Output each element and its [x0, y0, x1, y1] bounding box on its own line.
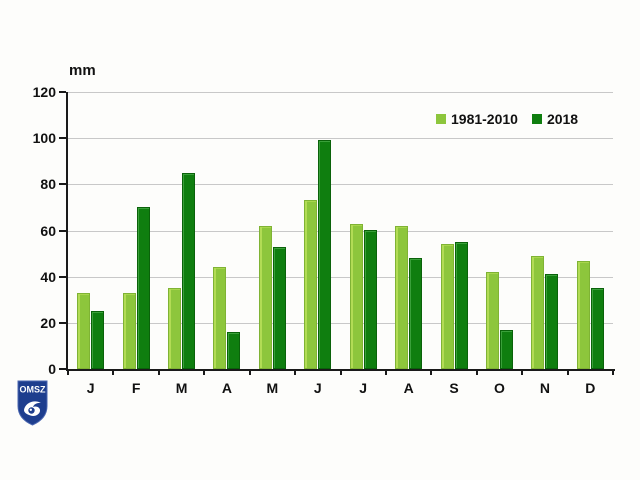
bar-1981-2010-7 — [349, 224, 363, 369]
bar-1981-2010-3 — [168, 288, 182, 369]
gridline — [68, 230, 613, 232]
x-axis-label-month: F — [131, 380, 141, 396]
bar-1981-2010-9 — [440, 244, 454, 369]
x-axis-line — [66, 369, 615, 371]
bar-2018-1 — [91, 311, 105, 369]
bar-2018-8 — [409, 258, 423, 369]
bar-1981-2010-1 — [77, 293, 91, 369]
y-axis-tick — [59, 368, 66, 370]
x-axis-tick — [385, 371, 387, 375]
bar-1981-2010-4 — [213, 267, 227, 369]
x-axis-tick — [430, 371, 432, 375]
bar-1981-2010-5 — [258, 226, 272, 369]
x-axis-label-month: A — [221, 380, 233, 396]
bar-1981-2010-6 — [304, 200, 318, 369]
x-axis-label-month: J — [313, 380, 322, 396]
y-axis-tick — [59, 91, 66, 93]
gridline — [68, 276, 613, 278]
bar-1981-2010-8 — [395, 226, 409, 369]
x-axis-label-month: O — [494, 380, 505, 396]
y-axis-label: 40 — [40, 268, 56, 285]
y-axis-label: 60 — [40, 222, 56, 239]
bar-2018-11 — [545, 274, 559, 369]
bar-2018-7 — [363, 230, 377, 369]
logo-text: OMSZ — [20, 385, 47, 395]
y-axis-label: 80 — [40, 176, 56, 193]
x-axis-tick — [612, 371, 614, 375]
legend-swatch-1981-2010 — [436, 114, 446, 124]
plot-area — [68, 92, 613, 369]
x-axis-label-month: A — [403, 380, 414, 396]
y-axis-tick — [59, 229, 66, 232]
x-axis-tick — [294, 371, 296, 375]
y-axis-tick — [59, 137, 66, 140]
bar-2018-6 — [318, 140, 332, 369]
bar-2018-10 — [499, 330, 513, 369]
legend-item-2018: 2018 — [531, 111, 579, 127]
y-axis-label: 20 — [40, 314, 56, 331]
legend-item-1981-2010: 1981-2010 — [436, 111, 518, 127]
legend-swatch-2018 — [531, 114, 542, 124]
x-axis-label-month: J — [359, 380, 368, 396]
bar-2018-5 — [272, 247, 286, 369]
x-axis-tick — [67, 371, 69, 375]
y-axis-label: 100 — [32, 130, 56, 147]
bar-1981-2010-2 — [122, 293, 136, 369]
y-axis-tick — [59, 183, 66, 186]
legend-label-1981-2010: 1981-2010 — [451, 111, 518, 127]
y-axis-line — [66, 92, 68, 371]
legend: 1981-2010 2018 — [436, 111, 578, 127]
gridline — [68, 184, 613, 186]
omsz-logo: OMSZ — [17, 380, 48, 426]
x-axis-tick — [158, 371, 160, 375]
x-axis-tick — [249, 371, 251, 375]
x-axis-tick — [112, 371, 114, 375]
logo-wave-swirl-core — [29, 408, 32, 411]
bar-2018-2 — [136, 207, 150, 369]
x-axis-tick — [203, 371, 205, 375]
bar-2018-4 — [227, 332, 241, 369]
bar-1981-2010-12 — [576, 261, 590, 369]
gridline — [68, 322, 613, 324]
legend-label-2018: 2018 — [546, 111, 579, 127]
y-axis-unit-label: mm — [69, 62, 96, 79]
x-axis-label-month: J — [86, 380, 95, 396]
x-axis-label-month: N — [539, 380, 550, 396]
x-axis-tick — [567, 371, 569, 375]
bar-2018-12 — [590, 288, 604, 369]
x-axis-label-month: S — [449, 380, 459, 396]
bar-2018-3 — [182, 173, 196, 369]
bar-2018-9 — [454, 242, 468, 369]
y-axis-tick — [59, 321, 66, 324]
x-axis-tick — [521, 371, 523, 375]
bar-1981-2010-11 — [531, 256, 545, 369]
x-axis-tick — [340, 371, 342, 375]
x-axis-tick — [476, 371, 478, 375]
x-axis-label-month: M — [266, 380, 279, 396]
x-axis-label-month: D — [585, 380, 596, 396]
y-axis-label: 0 — [48, 361, 56, 377]
bar-1981-2010-10 — [485, 272, 499, 369]
gridline — [68, 92, 613, 93]
y-axis-label: 120 — [32, 84, 56, 100]
x-axis-label-month: M — [175, 380, 188, 396]
gridline — [68, 138, 613, 140]
y-axis-tick — [59, 275, 66, 278]
